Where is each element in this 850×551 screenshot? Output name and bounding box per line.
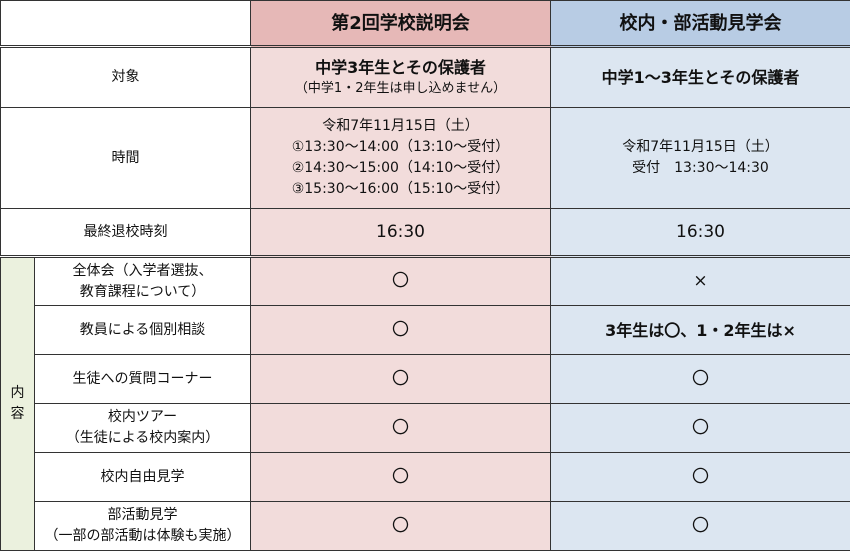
time-slot-3: ③15:30～16:00（15:10～受付） xyxy=(291,181,510,197)
content-col2: 3年生は〇、1・2年生は× xyxy=(550,305,850,355)
content-label-char: 内 xyxy=(10,385,25,401)
target-col2: 中学1～3年生とその保護者 xyxy=(550,46,850,108)
content-label: 全体会（入学者選抜、 教育課程について） xyxy=(34,255,251,306)
content-col1: 〇 xyxy=(250,255,551,306)
content-label-char: 容 xyxy=(10,406,25,422)
content-group-label: 内容 xyxy=(0,255,35,551)
content-col2: 〇 xyxy=(550,501,850,551)
content-col2: 〇 xyxy=(550,354,850,404)
content-label: 校内ツアー （生徒による校内案内） xyxy=(34,403,251,453)
time-reception: 受付 13:30～14:30 xyxy=(632,160,769,176)
time-date: 令和7年11月15日（土） xyxy=(322,118,479,134)
content-col1: 〇 xyxy=(250,403,551,453)
content-label: 生徒への質問コーナー xyxy=(34,354,251,404)
time-date: 令和7年11月15日（土） xyxy=(622,139,779,155)
target-col1: 中学3年生とその保護者 （中学1・2年生は申し込めません） xyxy=(250,46,551,108)
time-slot-1: ①13:30～14:00（13:10～受付） xyxy=(291,139,510,155)
content-label: 教員による個別相談 xyxy=(34,305,251,355)
time-slot-2: ②14:30～15:00（14:10～受付） xyxy=(291,160,510,176)
leave-col2: 16:30 xyxy=(550,208,850,257)
time-col1: 令和7年11月15日（土） ①13:30～14:00（13:10～受付） ②14… xyxy=(250,107,551,209)
content-col2: × xyxy=(550,255,850,306)
content-col1: 〇 xyxy=(250,305,551,355)
header-club-tour: 校内・部活動見学会 xyxy=(550,0,850,48)
target-col1-main: 中学3年生とその保護者 xyxy=(315,57,486,77)
content-col1: 〇 xyxy=(250,501,551,551)
header-school-briefing: 第2回学校説明会 xyxy=(250,0,551,48)
content-col1: 〇 xyxy=(250,354,551,404)
row-label-target: 対象 xyxy=(0,46,251,108)
content-col2: 〇 xyxy=(550,403,850,453)
content-col1: 〇 xyxy=(250,452,551,502)
leave-col1: 16:30 xyxy=(250,208,551,257)
time-col2: 令和7年11月15日（土） 受付 13:30～14:30 xyxy=(550,107,850,209)
corner-cell xyxy=(0,0,251,48)
content-col2: 〇 xyxy=(550,452,850,502)
content-label: 校内自由見学 xyxy=(34,452,251,502)
row-label-leave-time: 最終退校時刻 xyxy=(0,208,251,257)
content-label: 部活動見学 （一部の部活動は体験も実施） xyxy=(34,501,251,551)
row-label-time: 時間 xyxy=(0,107,251,209)
target-col1-note: （中学1・2年生は申し込めません） xyxy=(294,80,507,96)
